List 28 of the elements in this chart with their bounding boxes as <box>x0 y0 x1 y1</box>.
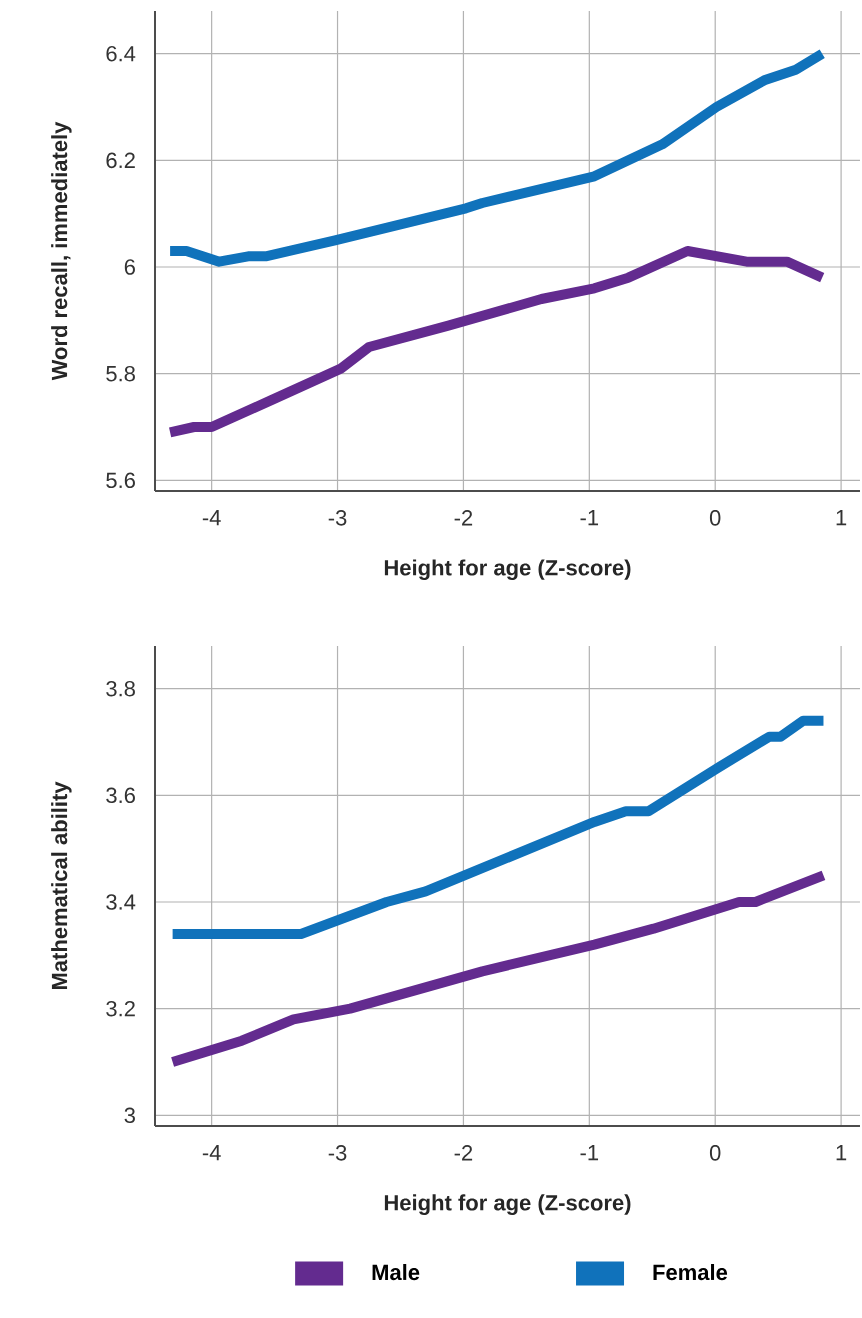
x-tick-label: -2 <box>454 510 473 526</box>
y-tick-label: 3 <box>124 1107 135 1124</box>
x-tick-label: 1 <box>836 1145 847 1161</box>
y-axis-title: Word recall, immediately <box>51 121 72 381</box>
x-tick-label: 0 <box>709 1145 721 1161</box>
y-axis-title: Mathematical ability <box>51 781 72 990</box>
x-tick-label: 0 <box>709 510 721 526</box>
y-tick-label: 5.8 <box>106 365 135 382</box>
y-tick-label: 5.6 <box>106 472 135 489</box>
y-tick-label: 6 <box>124 259 135 275</box>
y-tick-label: 6.4 <box>106 45 136 62</box>
y-tick-label: 3.4 <box>106 894 136 910</box>
y-tick-label: 3.6 <box>106 787 135 804</box>
legend-label: Female <box>653 1264 728 1281</box>
x-axis-title: Height for age (Z-score) <box>384 1194 631 1215</box>
x-tick-label: -4 <box>202 510 221 526</box>
x-tick-label: 1 <box>836 510 847 526</box>
y-tick-label: 3.2 <box>106 1000 135 1017</box>
x-tick-label: -3 <box>328 1145 347 1161</box>
x-axis-title: Height for age (Z-score) <box>384 559 631 580</box>
x-tick-label: -3 <box>328 510 347 526</box>
x-tick-label: -1 <box>580 1145 599 1161</box>
x-tick-label: -2 <box>454 1145 473 1161</box>
legend-label: Male <box>372 1264 420 1281</box>
x-tick-label: -4 <box>202 1145 221 1161</box>
y-tick-label: 6.2 <box>106 152 135 169</box>
y-tick-label: 3.8 <box>106 680 135 697</box>
x-tick-label: -1 <box>580 510 599 526</box>
